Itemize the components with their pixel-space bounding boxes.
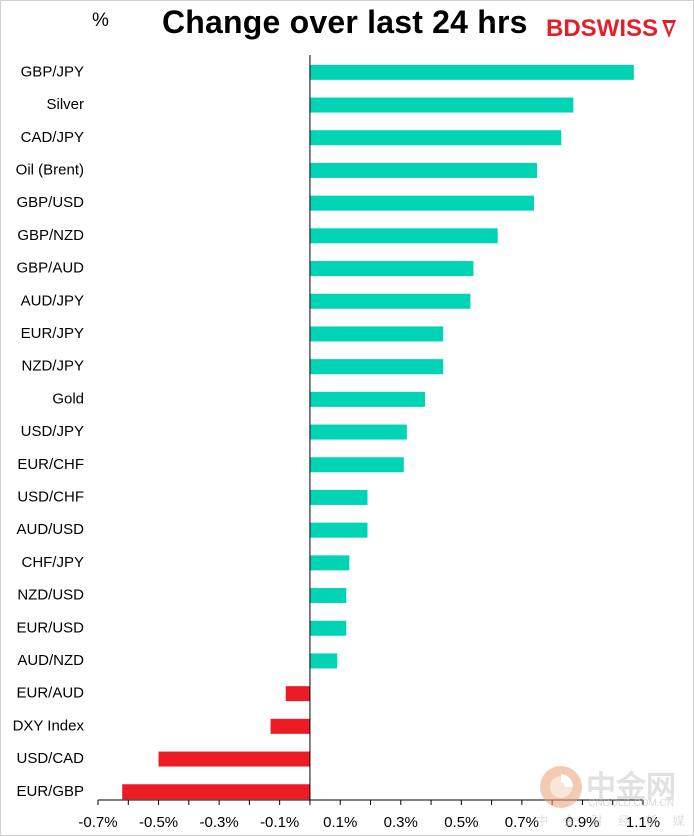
category-label-eur-aud: EUR/AUD: [16, 685, 84, 702]
category-label-eur-jpy: EUR/JPY: [21, 325, 84, 342]
bar-eur-gbp: [122, 784, 310, 800]
category-label-eur-gbp: EUR/GBP: [16, 783, 84, 800]
chart-title: Change over last 24 hrs: [162, 4, 528, 40]
category-label-nzd-jpy: NZD/JPY: [21, 358, 84, 375]
bar-eur-jpy: [309, 326, 444, 342]
bdswiss-arrow-icon: [662, 20, 677, 38]
bdswiss-logo: BD SWISS: [546, 14, 678, 44]
bar-oil-brent: [309, 162, 538, 178]
watermark-sub: CNGOLD.COM.CN: [588, 798, 675, 809]
bar-usd-cad: [158, 751, 310, 767]
category-label-dxy-index: DXY Index: [13, 717, 85, 734]
category-label-eur-chf: EUR/CHF: [17, 456, 84, 473]
category-label-silver: Silver: [46, 96, 84, 113]
cngold-logo-icon: [540, 766, 582, 808]
category-label-usd-jpy: USD/JPY: [21, 423, 84, 440]
bar-cad-jpy: [309, 130, 562, 146]
bar-gbp-aud: [309, 261, 474, 277]
bar-gbp-nzd: [309, 228, 498, 244]
x-tick-label: 0.3%: [384, 814, 418, 831]
x-tick-label: 0.7%: [505, 814, 539, 831]
category-label-gbp-aud: GBP/AUD: [16, 260, 84, 277]
x-tick-label: -0.5%: [139, 814, 178, 831]
category-label-oil-brent: Oil (Brent): [16, 161, 84, 178]
unit-label: %: [92, 10, 109, 31]
category-label-aud-usd: AUD/USD: [16, 521, 84, 538]
x-tick-label: 0.5%: [444, 814, 478, 831]
bar-usd-chf: [309, 489, 368, 505]
bar-gbp-usd: [309, 195, 534, 211]
bar-eur-usd: [309, 620, 347, 636]
bar-gbp-jpy: [309, 64, 634, 80]
watermark: 中金网 CNGOLD.COM.CN 中 金 财 经 新 媒 体: [536, 760, 694, 830]
x-tick-label: -0.3%: [200, 814, 239, 831]
bar-dxy-index: [270, 718, 310, 734]
category-label-gbp-nzd: GBP/NZD: [17, 227, 84, 244]
bar-aud-nzd: [309, 653, 338, 669]
bar-eur-chf: [309, 457, 404, 473]
category-label-gbp-jpy: GBP/JPY: [21, 63, 84, 80]
bars-group: [122, 64, 634, 800]
category-label-gbp-usd: GBP/USD: [16, 194, 84, 211]
category-label-usd-chf: USD/CHF: [17, 488, 84, 505]
x-tick-label: -0.1%: [260, 814, 299, 831]
category-label-chf-jpy: CHF/JPY: [21, 554, 84, 571]
x-tick-label: 0.1%: [323, 814, 357, 831]
bar-chf-jpy: [309, 555, 350, 571]
category-label-aud-jpy: AUD/JPY: [21, 292, 84, 309]
category-label-eur-usd: EUR/USD: [16, 619, 84, 636]
bar-aud-usd: [309, 522, 368, 538]
category-label-aud-nzd: AUD/NZD: [17, 652, 84, 669]
x-tick-label: 1.1%: [626, 814, 660, 831]
x-tick-label: -0.7%: [78, 814, 117, 831]
logo-swiss-text: SWISS: [580, 15, 659, 42]
bar-silver: [309, 97, 574, 113]
category-label-usd-cad: USD/CAD: [16, 750, 84, 767]
bar-aud-jpy: [309, 293, 471, 309]
bar-nzd-usd: [309, 588, 347, 604]
category-label-cad-jpy: CAD/JPY: [21, 129, 84, 146]
logo-bd-text: BD: [546, 15, 581, 42]
category-label-nzd-usd: NZD/USD: [17, 587, 84, 604]
bar-nzd-jpy: [309, 359, 444, 375]
bar-eur-aud: [285, 686, 310, 702]
x-tick-label: 0.9%: [565, 814, 599, 831]
category-label-gold: Gold: [52, 390, 84, 407]
bar-gold: [309, 391, 425, 407]
bar-usd-jpy: [309, 424, 407, 440]
category-labels: GBP/JPY Silver CAD/JPY Oil (Brent) GBP/USD GB…: [13, 63, 85, 799]
watermark-text: 中金网: [586, 770, 676, 805]
watermark-sub2: 中 金 财 经 新 媒 体: [536, 814, 694, 828]
x-axis: -0.7% -0.5% -0.3% -0.1% 0.1% 0.3% 0.5% 0.7% 0.9%…: [78, 55, 660, 831]
